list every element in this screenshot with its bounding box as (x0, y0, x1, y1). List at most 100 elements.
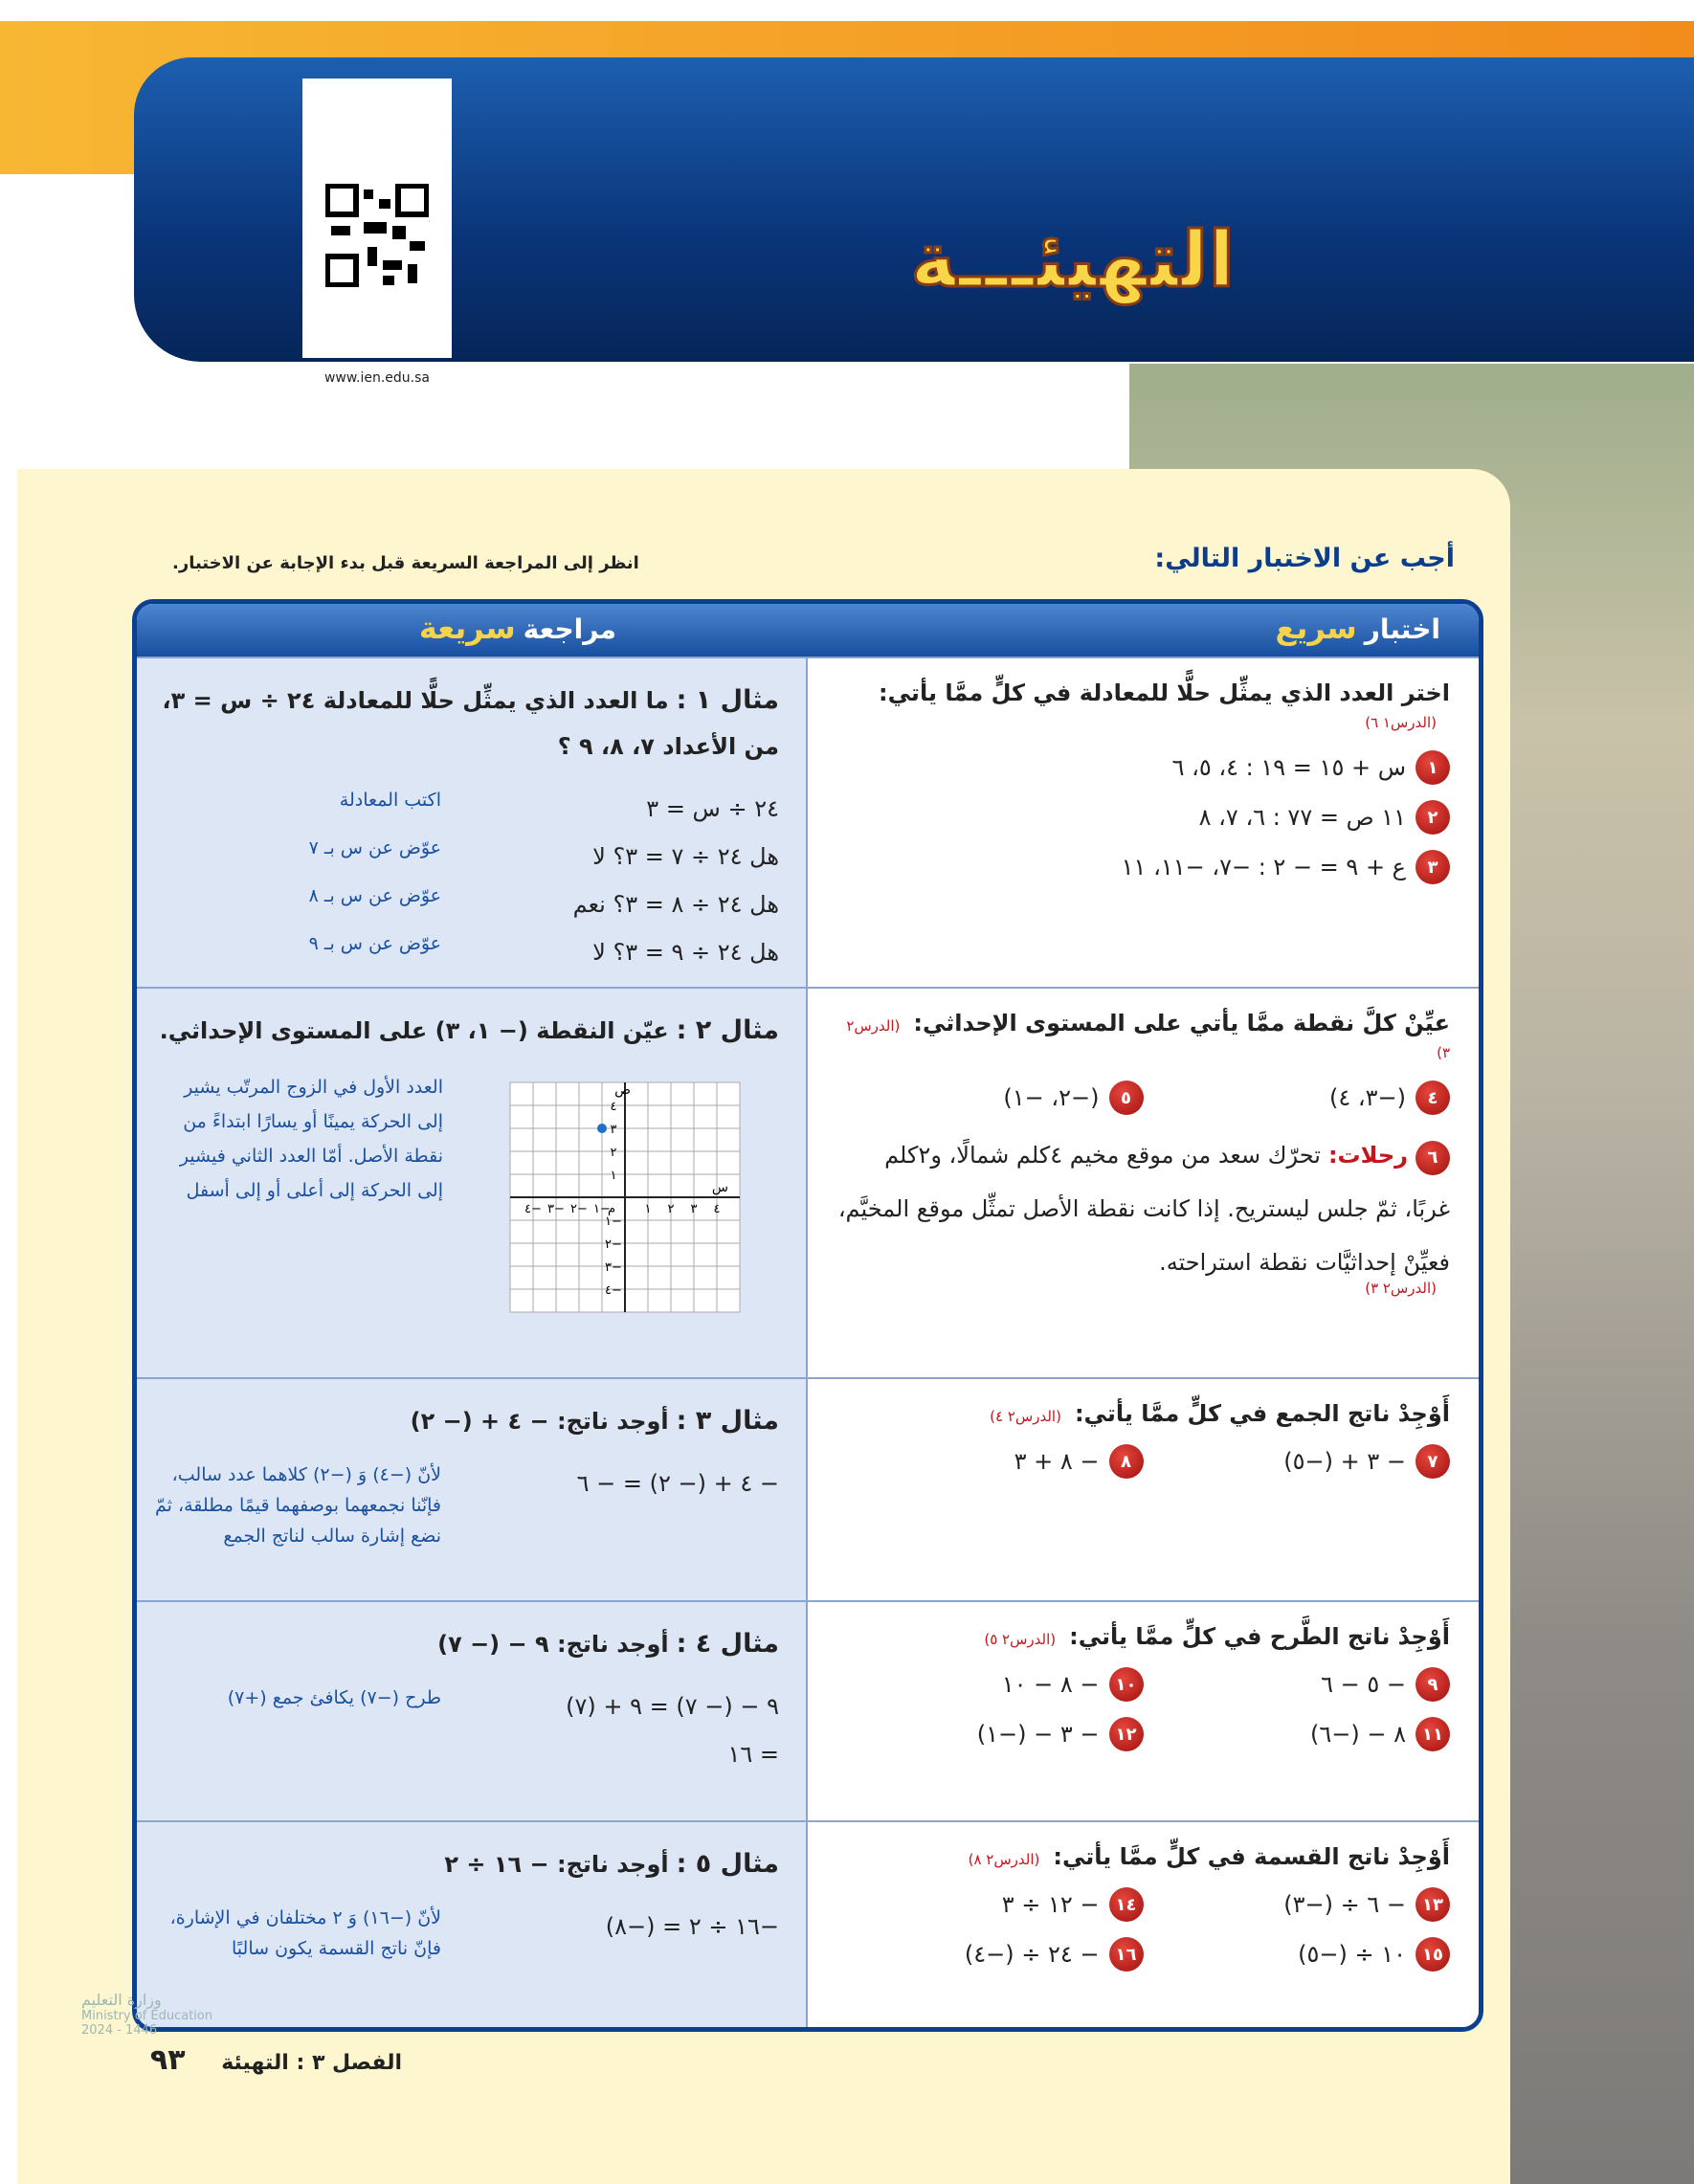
exercise: ١٥ ١٠ ÷ (−٥) (1144, 1937, 1450, 1972)
example-title: مثال ٤ : أوجد ناتج: ٩ − (− ٧) (154, 1621, 779, 1667)
qr-code[interactable] (325, 184, 429, 287)
solution-step: ٩ − (− ٧) = ٩ + (٧) طرح (−٧) يكافئ جمع (+… (154, 1683, 779, 1730)
example-text: أوجد ناتج: − ٤ + (− ٢) (410, 1408, 669, 1435)
example-title: مثال ٢ : عيّن النقطة (− ١، ٣) على المستوى… (154, 1008, 779, 1054)
step-note: اكتب المعادلة (339, 790, 441, 811)
exercise-number: ١٣ (1415, 1887, 1450, 1922)
word-problem: ٦ رحلات:تحرّك سعد من موقع مخيم ٤كلم شمالً… (836, 1128, 1450, 1289)
step-note: عوّض عن س بـ ٩ (308, 933, 441, 954)
solution-step: هل ٢٤ ÷ ٨ = ٣؟ نعم عوّض عن س بـ ٨ (154, 880, 779, 928)
exercise-number: ٥ (1108, 1081, 1144, 1115)
example-label: مثال ٢ : (676, 1015, 779, 1045)
x-tick-label: −١ (593, 1202, 611, 1216)
quiz-cell: عيِّنْ كلَّ نقطة ممَّا يأتي على المستوى … (808, 987, 1479, 1377)
y-tick-label: −١ (605, 1215, 622, 1229)
prompt: أَوْجِدْ ناتج القسمة في كلٍّ ممَّا يأتي:… (836, 1843, 1450, 1870)
example-text: عيّن النقطة (− ١، ٣) على المستوى الإحداث… (159, 1017, 669, 1044)
page-title: التهيئـــة (909, 214, 1237, 306)
review-cell: مثال ٥ : أوجد ناتج: − ١٦ ÷ ٢ −١٦ ÷ ٢ = (−٨… (137, 1820, 808, 2027)
example-title: مثال ٣ : أوجد ناتج: − ٤ + (− ٢) (154, 1398, 779, 1444)
watermark: وزارة التعليم Ministry of Education 2024… (81, 1991, 212, 2038)
solution-step: هل ٢٤ ÷ ٧ = ٣؟ لا عوّض عن س بـ ٧ (154, 833, 779, 880)
exercise-text: − ٣ − (−١) (976, 1721, 1100, 1748)
exercise: ١٠ − ٨ − ١٠ (836, 1667, 1144, 1702)
exercise-text: ١١ ص = ٧٧ : ٦، ٧، ٨ (1198, 804, 1406, 831)
quiz-cell: اختر العدد الذي يمثِّل حلًّا للمعادلة في… (808, 657, 1479, 987)
exercise-text: ١٠ ÷ (−٥) (1298, 1941, 1406, 1968)
review-cell: مثال ٣ : أوجد ناتج: − ٤ + (− ٢) − ٤ + (− ٢… (137, 1377, 808, 1600)
exercise-text: − ٣ + (−٥) (1283, 1448, 1406, 1475)
example-title: مثال ٥ : أوجد ناتج: − ١٦ ÷ ٢ (154, 1841, 779, 1887)
exercise-text: (−٣، ٤) (1328, 1084, 1406, 1111)
review-cell: مثال ٢ : عيّن النقطة (− ١، ٣) على المستوى… (137, 987, 808, 1377)
x-tick-label: −٢ (570, 1202, 588, 1216)
exercise-number: ١٠ (1108, 1667, 1144, 1702)
quiz-cell: أَوْجِدْ ناتج الطَّرح في كلٍّ ممَّا يأتي… (808, 1600, 1479, 1820)
exercise-number: ٨ (1108, 1444, 1144, 1479)
lesson-ref: (الدرس١ ٦) (1365, 714, 1437, 731)
exercise: ١٢ − ٣ − (−١) (836, 1717, 1144, 1751)
step-note: عوّض عن س بـ ٧ (308, 837, 441, 858)
exercise: ٩ − ٥ − ٦ (1144, 1667, 1450, 1702)
instruction: أجب عن الاختبار التالي: (1154, 544, 1455, 573)
exercise-text: (−٢، −١) (1003, 1084, 1100, 1111)
exercise-number: ١٦ (1108, 1937, 1144, 1972)
prompt-text: أَوْجِدْ ناتج الجمع في كلٍّ ممَّا يأتي: (1074, 1400, 1450, 1427)
quiz-cell: أَوْجِدْ ناتج الجمع في كلٍّ ممَّا يأتي: (… (808, 1377, 1479, 1600)
step-math: − ٤ + (− ٢) = − ٦ (576, 1470, 779, 1497)
exercise: ١١ ٨ − (−٦) (1144, 1717, 1450, 1751)
step-math: = ١٦ (727, 1741, 779, 1768)
coordinate-grid: −٤ −٣ −٢ −١ ١ ٢ ٣ ٤ −٤ −٣ −٢ −١ ١ ٢ ٣ ٤ م س ص (509, 1081, 741, 1313)
y-tick-label: ٢ (611, 1146, 617, 1160)
quiz-cell: أَوْجِدْ ناتج القسمة في كلٍّ ممَّا يأتي:… (808, 1820, 1479, 2027)
exercise-text: − ٢٤ ÷ (−٤) (964, 1941, 1100, 1968)
x-axis-label: س (712, 1180, 728, 1195)
exercise-number: ١٢ (1108, 1717, 1144, 1751)
exercise-number: ٣ (1415, 850, 1450, 884)
items: ١٣ − ٦ ÷ (−٣) ١٤ − ١٢ ÷ ٣ ١٥ ١٠ ÷ (−٥) ١٦ − ٢٤ … (836, 1887, 1450, 1972)
footer: الفصل ٣ : التهيئة ٩٣ (86, 2043, 402, 2077)
exercise-number: ١٤ (1108, 1887, 1144, 1922)
qr-box: رابط الدرس الرقمي www.ien.edu.sa (302, 78, 452, 386)
quiz-table: اختبارسريع مراجعةسريعة اختر العدد الذي ي… (132, 599, 1483, 2032)
review-header: مراجعةسريعة (137, 604, 808, 657)
items: ٤ (−٣، ٤) ٥ (−٢، −١) (836, 1081, 1450, 1115)
x-tick-label: ٣ (691, 1202, 698, 1216)
exercise-number: ٦ (1415, 1141, 1450, 1175)
header-accent: سريعة (418, 610, 516, 646)
example-text: أوجد ناتج: − ١٦ ÷ ٢ (444, 1851, 669, 1878)
prompt: أَوْجِدْ ناتج الجمع في كلٍّ ممَّا يأتي: (… (836, 1400, 1450, 1427)
exercise: ٢ ١١ ص = ٧٧ : ٦، ٧، ٨ (836, 800, 1450, 835)
prompt: عيِّنْ كلَّ نقطة ممَّا يأتي على المستوى … (836, 1010, 1450, 1063)
prompt: اختر العدد الذي يمثِّل حلًّا للمعادلة في… (836, 680, 1450, 733)
items: ٩ − ٥ − ٦ ١٠ − ٨ − ١٠ ١١ ٨ − (−٦) ١٢ − ٣ − (−١) (836, 1667, 1450, 1751)
origin-label: م (608, 1202, 615, 1216)
example-label: مثال ٣ : (676, 1406, 779, 1436)
header-word: مراجعة (523, 613, 616, 645)
x-tick-label: −٣ (547, 1202, 565, 1216)
y-tick-label: ٤ (611, 1100, 617, 1114)
ministry-en: Ministry of Education (81, 2009, 213, 2023)
exercise-text: − ١٢ ÷ ٣ (1001, 1891, 1100, 1918)
qr-url[interactable]: www.ien.edu.sa (323, 370, 431, 386)
ministry-ar: وزارة التعليم (81, 1991, 162, 2009)
step-math: ٢٤ ÷ س = ٣ (646, 795, 779, 822)
y-tick-label: ١ (611, 1169, 617, 1183)
solution-step: هل ٢٤ ÷ ٩ = ٣؟ لا عوّض عن س بـ ٩ (154, 928, 779, 976)
step-math: هل ٢٤ ÷ ٩ = ٣؟ لا (592, 939, 779, 966)
prompt-text: أَوْجِدْ ناتج القسمة في كلٍّ ممَّا يأتي: (1053, 1843, 1450, 1870)
review-cell: مثال ٤ : أوجد ناتج: ٩ − (− ٧) ٩ − (− ٧) = … (137, 1600, 808, 1820)
example-label: مثال ٥ : (676, 1849, 779, 1879)
lesson-ref: (الدرس٢ ٨) (968, 1851, 1040, 1868)
items: ٧ − ٣ + (−٥) ٨ − ٨ + ٣ (836, 1444, 1450, 1479)
solution-step: = ١٦ (154, 1730, 779, 1778)
header-accent: سريع (1275, 610, 1357, 646)
exercise-number: ١٥ (1415, 1937, 1450, 1972)
y-tick-label: −٢ (605, 1237, 622, 1252)
y-tick-label: ٣ (611, 1123, 617, 1137)
example-label: مثال ١ : (676, 685, 779, 715)
exercise-text: − ٥ − ٦ (1321, 1671, 1406, 1698)
step-math: هل ٢٤ ÷ ٨ = ٣؟ نعم (572, 891, 779, 918)
solution-step: −١٦ ÷ ٢ = (−٨) لأنّ (−١٦) وَ ٢ مختلفان في… (154, 1903, 779, 1964)
exercise: ١٦ − ٢٤ ÷ (−٤) (836, 1937, 1144, 1972)
